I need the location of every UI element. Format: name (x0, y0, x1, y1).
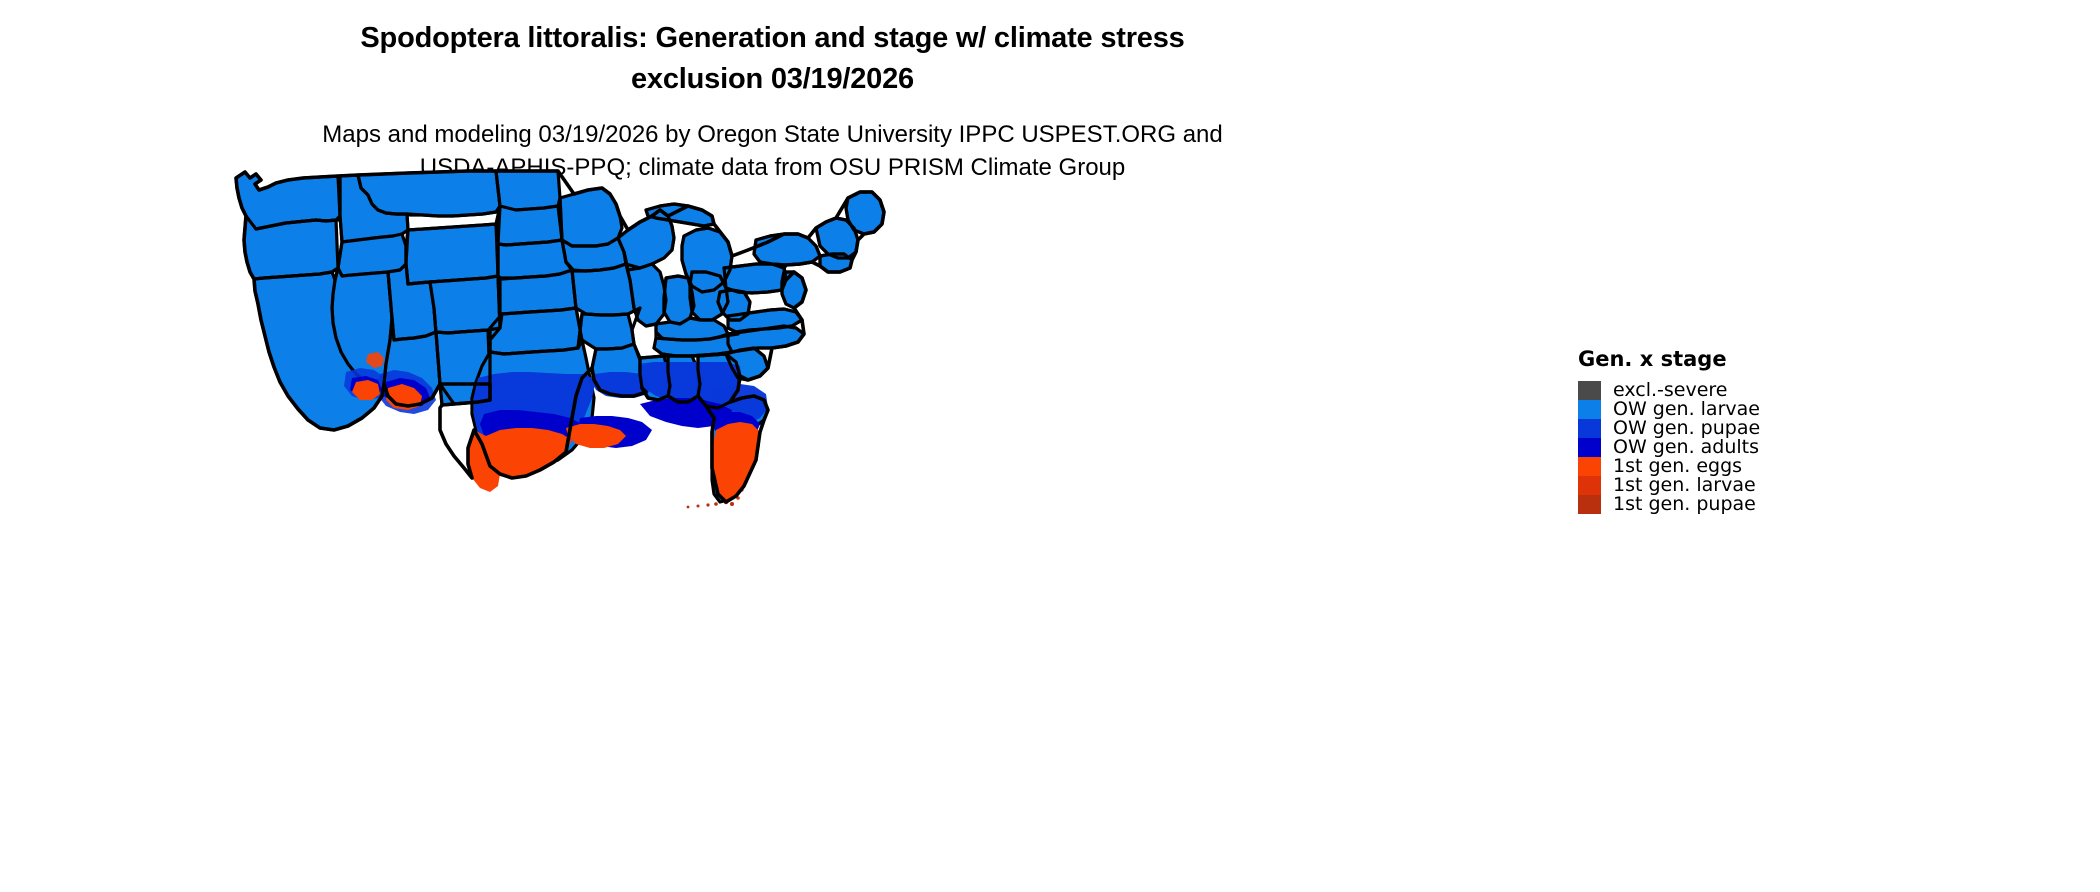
page-subtitle: Maps and modeling 03/19/2026 by Oregon S… (0, 118, 1545, 184)
map-legend: Gen. x stage excl.-severe OW gen. larvae O… (1578, 348, 1760, 514)
legend-item-ow-gen-larvae: OW gen. larvae (1578, 400, 1760, 419)
legend-item-1st-gen-eggs: 1st gen. eggs (1578, 457, 1760, 476)
legend-item-ow-gen-pupae: OW gen. pupae (1578, 419, 1760, 438)
legend-item-ow-gen-adults: OW gen. adults (1578, 438, 1760, 457)
legend-item-label: 1st gen. pupae (1613, 493, 1756, 515)
legend-items-list: excl.-severe OW gen. larvae OW gen. pupae O… (1578, 381, 1760, 514)
map-title-text: Spodoptera littoralis: Generation and st… (360, 22, 1185, 95)
legend-swatch-icon (1578, 419, 1601, 438)
map-state-borders (252, 169, 886, 410)
map-national-outline (234, 169, 886, 504)
us-map-svg (234, 169, 886, 509)
legend-item-label: excl.-severe (1613, 379, 1728, 401)
legend-title: Gen. x stage (1578, 347, 1727, 371)
legend-swatch-icon (1578, 495, 1601, 514)
legend-swatch-icon (1578, 381, 1601, 400)
legend-item-label: 1st gen. larvae (1613, 474, 1756, 496)
legend-swatch-icon (1578, 457, 1601, 476)
us-map-container (228, 168, 1168, 668)
legend-item-excl-severe: excl.-severe (1578, 381, 1760, 400)
map-layer-1st-gen-eggs (352, 352, 760, 500)
legend-swatch-icon (1578, 438, 1601, 457)
map-subtitle-text: Maps and modeling 03/19/2026 by Oregon S… (322, 121, 1223, 181)
page-title: Spodoptera littoralis: Generation and st… (0, 18, 1545, 100)
legend-swatch-icon (1578, 400, 1601, 419)
legend-item-label: OW gen. adults (1613, 436, 1760, 458)
legend-item-label: OW gen. pupae (1613, 417, 1761, 439)
legend-swatch-icon (1578, 476, 1601, 495)
legend-item-label: 1st gen. eggs (1613, 455, 1743, 477)
legend-item-label: OW gen. larvae (1613, 398, 1760, 420)
legend-item-1st-gen-larvae: 1st gen. larvae (1578, 476, 1760, 495)
legend-item-1st-gen-pupae: 1st gen. pupae (1578, 495, 1760, 514)
